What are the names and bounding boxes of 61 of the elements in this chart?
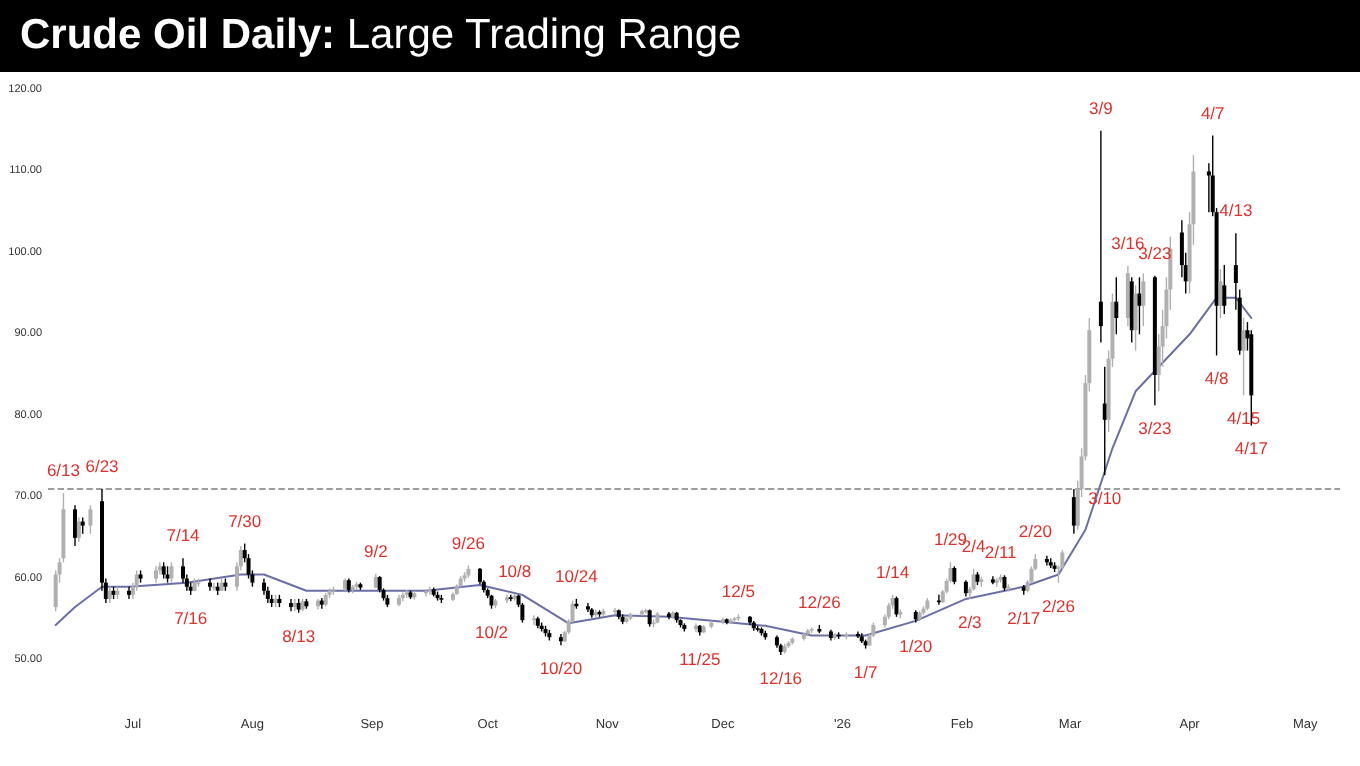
candlestick: [1137, 276, 1142, 335]
annotation: 2/20: [1018, 521, 1053, 542]
annotation: 12/26: [798, 591, 842, 612]
annotation: 2/3: [957, 611, 983, 632]
chart-title: Crude Oil Daily: Large Trading Range: [0, 0, 1360, 72]
candlestick: [207, 577, 212, 592]
candlestick: [73, 504, 77, 547]
candlestick: [288, 598, 293, 612]
candlestick: [1133, 284, 1138, 352]
annotation: 8/13: [282, 625, 316, 646]
candlestick: [292, 598, 297, 612]
annotation: 12/16: [759, 668, 803, 689]
candlestick: [894, 595, 899, 618]
candlestick: [180, 557, 185, 584]
candlestick: [531, 614, 536, 626]
annotation: 10/8: [498, 561, 532, 582]
candlestick: [1098, 130, 1103, 344]
annotation: 6/13: [46, 460, 81, 481]
annotation: 2/26: [1041, 595, 1076, 616]
annotation: 1/7: [853, 661, 878, 682]
annotation: 9/26: [451, 532, 486, 553]
annotation: 1/14: [876, 561, 910, 582]
candlestick: [1141, 272, 1146, 327]
annotation: 6/23: [85, 456, 120, 476]
annotation: 4/17: [1234, 438, 1269, 459]
annotation: 2/11: [984, 541, 1018, 562]
annotation: 12/5: [721, 581, 756, 602]
annotation: 2/17: [1007, 607, 1041, 628]
candlestick: [520, 602, 525, 624]
annotation: 11/25: [679, 648, 721, 669]
annotation: 3/16: [1111, 232, 1145, 253]
annotation: 10/20: [539, 658, 583, 679]
candlestick: [1071, 488, 1076, 535]
candlestick: [1125, 265, 1130, 327]
annotation: 7/30: [228, 510, 262, 531]
annotation: 3/23: [1138, 418, 1172, 439]
candlestick: [1218, 268, 1223, 319]
candlestick: [126, 586, 131, 600]
candlestick: [157, 561, 162, 576]
annotation: 3/9: [1089, 97, 1114, 118]
candlestick: [693, 622, 698, 634]
candlestick: [76, 516, 81, 543]
annotation: 4/13: [1219, 200, 1253, 221]
candlestick: [400, 591, 405, 603]
annotation: 7/14: [166, 525, 201, 546]
annotation: 10/2: [474, 621, 509, 642]
candlestick: [1102, 366, 1107, 476]
candlestick: [169, 561, 174, 584]
annotation: 4/7: [1200, 102, 1226, 123]
candlestick: [427, 586, 432, 596]
annotation: 4/8: [1204, 368, 1229, 389]
candlestick: [1044, 555, 1049, 567]
annotation: 10/24: [555, 565, 599, 586]
candlestick: [134, 569, 139, 592]
annotation: 1/20: [899, 635, 933, 656]
candlestick: [88, 504, 93, 535]
annotation: 7/16: [174, 607, 208, 628]
candlestick: [1114, 276, 1119, 335]
candlestick: [1222, 264, 1227, 315]
candlestick: [1241, 317, 1246, 397]
annotation: 9/2: [363, 540, 389, 561]
